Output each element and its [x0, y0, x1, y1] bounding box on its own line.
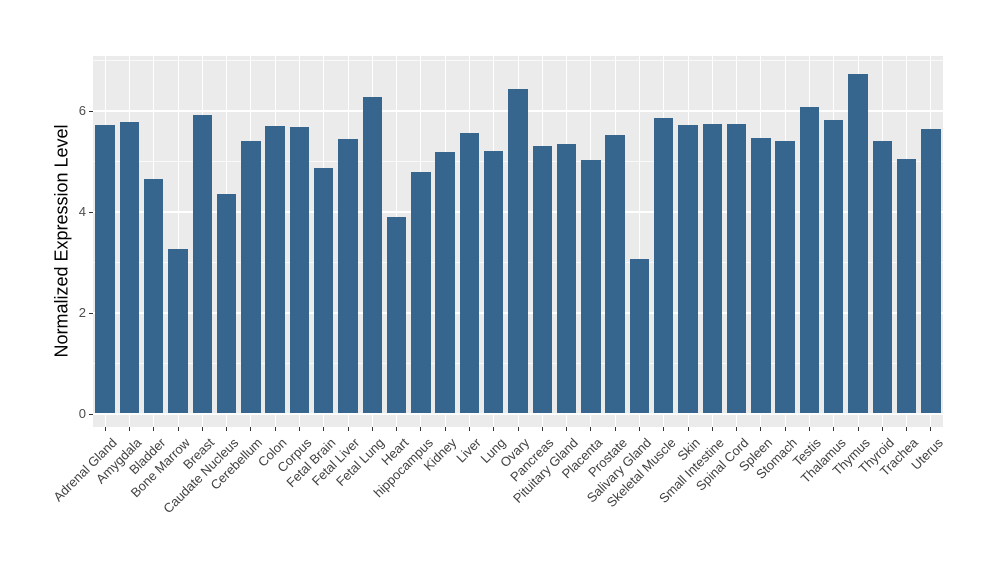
bar [338, 138, 358, 414]
x-axis-tick [201, 427, 203, 431]
x-axis-tick [566, 427, 568, 431]
plot-panel [93, 56, 943, 427]
x-tick-label-text: Liver [453, 435, 485, 466]
x-axis-tick [226, 427, 228, 431]
bar [241, 140, 261, 414]
y-axis-tick [88, 111, 93, 113]
x-axis-tick [541, 427, 543, 431]
bar [362, 97, 383, 414]
x-axis-tick [808, 427, 810, 431]
x-axis-tick [396, 427, 398, 431]
bar [629, 259, 650, 414]
x-axis-tick [517, 427, 519, 431]
bar [556, 144, 577, 414]
bar [751, 137, 771, 414]
x-axis-tick [881, 427, 883, 431]
bar [143, 179, 164, 414]
y-axis-tick [88, 211, 93, 213]
bar [216, 194, 237, 414]
x-axis-tick [420, 427, 422, 431]
x-axis-tick [177, 427, 179, 431]
gridline-vertical [638, 56, 640, 427]
bar [896, 159, 917, 414]
y-axis-tick [88, 312, 93, 314]
bar [799, 107, 820, 414]
bar [411, 172, 431, 414]
x-axis-tick [128, 427, 130, 431]
x-axis-tick [590, 427, 592, 431]
x-axis-tick [736, 427, 738, 431]
bar [702, 123, 723, 414]
bar [95, 125, 115, 414]
bar [605, 134, 625, 414]
y-axis-title: Normalized Expression Level [51, 124, 72, 358]
x-axis-tick [857, 427, 859, 431]
y-tick-label: 0 [78, 405, 86, 421]
bar [119, 122, 140, 414]
y-tick-label: 2 [78, 304, 86, 320]
bar [435, 151, 455, 414]
bar [289, 126, 310, 414]
bar [653, 117, 674, 414]
x-axis-tick [250, 427, 252, 431]
x-axis-tick [323, 427, 325, 431]
bar [265, 126, 285, 414]
x-axis-tick [274, 427, 276, 431]
bar [168, 249, 188, 414]
x-axis-tick [371, 427, 373, 431]
bar [581, 160, 601, 414]
x-axis-tick [687, 427, 689, 431]
bar [872, 140, 893, 414]
x-axis-tick [153, 427, 155, 431]
bar [726, 124, 747, 414]
bar [678, 125, 698, 414]
y-tick-label: 4 [78, 203, 86, 219]
x-axis-tick [906, 427, 908, 431]
bar [823, 120, 844, 414]
x-axis-tick [468, 427, 470, 431]
x-axis-tick [638, 427, 640, 431]
bar [848, 73, 868, 414]
x-axis-tick [104, 427, 106, 431]
x-axis-tick [347, 427, 349, 431]
x-axis-tick [930, 427, 932, 431]
bar [459, 132, 480, 414]
bar [532, 145, 553, 414]
bar [192, 114, 213, 414]
x-axis-tick [444, 427, 446, 431]
x-axis-tick [760, 427, 762, 431]
bar [921, 129, 941, 414]
x-axis-tick [663, 427, 665, 431]
x-axis-tick [614, 427, 616, 431]
bar [775, 140, 795, 414]
bar [483, 150, 504, 414]
bar [508, 88, 528, 414]
x-axis-tick [711, 427, 713, 431]
bar [313, 167, 334, 414]
y-axis-tick [88, 413, 93, 415]
x-axis-tick [298, 427, 300, 431]
x-axis-tick [784, 427, 786, 431]
bar [386, 217, 407, 414]
y-tick-label: 6 [78, 103, 86, 119]
gridline-vertical [177, 56, 179, 427]
x-axis-tick [833, 427, 835, 431]
x-axis-tick [493, 427, 495, 431]
